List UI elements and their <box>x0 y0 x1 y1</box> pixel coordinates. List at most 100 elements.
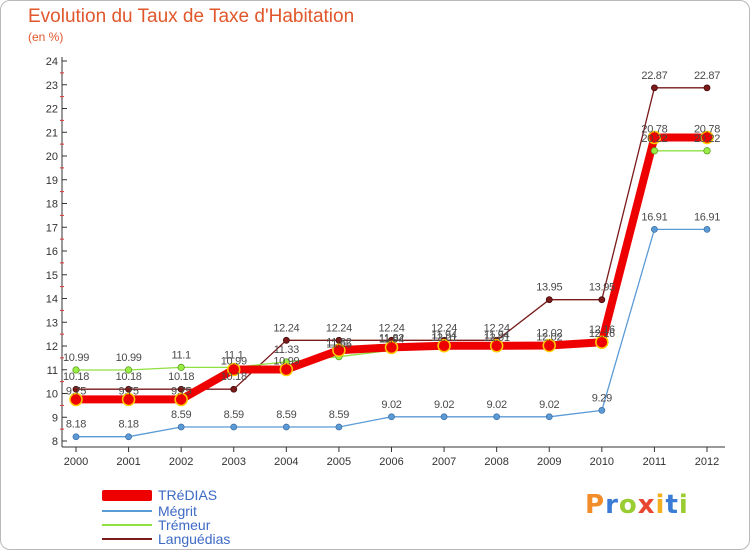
y-tick-label: 10 <box>46 389 58 401</box>
series-point-0 <box>542 338 556 353</box>
series-point-0 <box>332 343 346 358</box>
series-point-1 <box>703 225 711 233</box>
data-label-2: 20.22 <box>641 133 667 145</box>
data-label-0: 10.99 <box>273 356 299 368</box>
data-label-2: 11.94 <box>484 329 509 341</box>
x-tick-label: 2008 <box>484 456 508 468</box>
series-point-0 <box>69 392 83 407</box>
data-label-1: 8.59 <box>224 409 244 421</box>
data-label-3: 13.95 <box>589 282 615 294</box>
legend-label-megrit: Mégrit <box>158 503 197 519</box>
legend-swatch-languedias <box>102 538 152 540</box>
series-point-0 <box>437 339 451 353</box>
logo-letter: i <box>655 490 666 520</box>
series-point-1 <box>177 423 185 431</box>
series-point-1 <box>545 413 553 421</box>
series-point-0 <box>384 340 399 355</box>
logo-letter: r <box>605 490 619 520</box>
logo-letter: x <box>637 490 656 520</box>
x-tick-label: 2012 <box>695 456 719 468</box>
series-point-0 <box>489 339 504 353</box>
series-point-1 <box>72 433 80 441</box>
data-label-3: 12.24 <box>326 322 352 334</box>
x-tick-label: 2002 <box>169 456 193 468</box>
series-point-1 <box>440 413 448 421</box>
series-point-2 <box>124 366 133 374</box>
data-label-1: 8.18 <box>66 419 86 431</box>
data-label-2: 20.22 <box>694 133 720 145</box>
x-tick-label: 2000 <box>64 456 88 468</box>
series-point-0 <box>595 335 609 349</box>
data-label-1: 8.18 <box>118 419 138 431</box>
x-tick-label: 2009 <box>537 456 561 468</box>
series-point-1 <box>598 406 606 414</box>
series-point-0 <box>279 362 294 377</box>
data-label-1: 8.59 <box>329 409 349 421</box>
data-label-0: 12.16 <box>589 328 615 340</box>
data-label-3: 12.24 <box>378 322 404 334</box>
data-label-2: 11.1 <box>171 349 191 361</box>
data-label-3: 22.87 <box>641 70 667 82</box>
series-point-1 <box>125 433 132 441</box>
data-label-2: 12.16 <box>589 324 615 336</box>
data-label-1: 16.91 <box>694 211 720 223</box>
x-tick-label: 2010 <box>590 456 614 468</box>
series-point-0 <box>227 362 241 377</box>
y-tick-label: 13 <box>46 317 58 329</box>
data-label-0: 12.01 <box>484 332 510 344</box>
y-tick-label: 8 <box>52 436 58 448</box>
legend-swatch-tremeur <box>102 524 152 526</box>
data-label-1: 16.91 <box>641 211 667 223</box>
legend-swatch-megrit <box>102 510 152 512</box>
legend-item-languedias: Languédias <box>102 531 230 547</box>
chart-title: Evolution du Taux de Taxe d'Habitation <box>28 6 355 27</box>
series-point-3 <box>545 296 553 304</box>
data-label-1: 9.29 <box>592 392 612 404</box>
series-point-0 <box>121 392 136 407</box>
data-label-3: 10.18 <box>221 371 247 383</box>
series-point-3 <box>282 336 290 344</box>
chart-subtitle: (en %) <box>28 30 64 44</box>
y-tick-label: 24 <box>46 56 58 68</box>
series-point-1 <box>388 413 395 421</box>
x-tick-label: 2005 <box>327 456 351 468</box>
y-tick-label: 9 <box>52 412 58 424</box>
data-label-2: 10.99 <box>116 352 142 364</box>
data-label-1: 9.02 <box>539 399 559 411</box>
logo-letter: P <box>585 490 606 520</box>
series-point-3 <box>72 385 80 393</box>
series-point-0 <box>647 130 662 145</box>
series-point-3 <box>230 385 238 393</box>
y-tick-label: 22 <box>46 104 58 116</box>
data-label-3: 22.87 <box>694 70 720 82</box>
data-label-0: 11.94 <box>379 333 404 345</box>
x-tick-label: 2007 <box>432 456 456 468</box>
series-point-3 <box>703 84 711 92</box>
data-label-1: 8.59 <box>171 409 191 421</box>
data-label-3: 12.24 <box>484 322 510 334</box>
data-label-2: 11.1 <box>224 349 244 361</box>
data-label-0: 20.78 <box>694 123 720 135</box>
data-label-0: 9.75 <box>66 385 86 397</box>
data-label-0: 12.01 <box>431 332 457 344</box>
series-point-0 <box>174 392 188 407</box>
data-label-3: 13.95 <box>536 282 562 294</box>
data-label-0: 20.78 <box>641 123 667 135</box>
y-tick-label: 15 <box>46 270 58 282</box>
legend-label-languedias: Languédias <box>158 531 231 547</box>
y-tick-label: 20 <box>46 151 58 163</box>
legend-label-tremeur: Trémeur <box>158 517 211 533</box>
series-point-1 <box>230 423 238 431</box>
y-tick-label: 16 <box>46 246 58 258</box>
data-label-3: 12.24 <box>431 322 457 334</box>
legend-item-tremeur: Trémeur <box>102 517 210 533</box>
series-point-2 <box>177 363 185 371</box>
series-point-3 <box>651 84 658 92</box>
x-tick-label: 2004 <box>274 456 298 468</box>
logo-letter: o <box>618 490 638 520</box>
data-label-1: 8.59 <box>276 409 296 421</box>
series-point-1 <box>493 413 501 421</box>
data-label-0: 12.02 <box>536 332 562 344</box>
y-tick-label: 23 <box>46 80 58 92</box>
